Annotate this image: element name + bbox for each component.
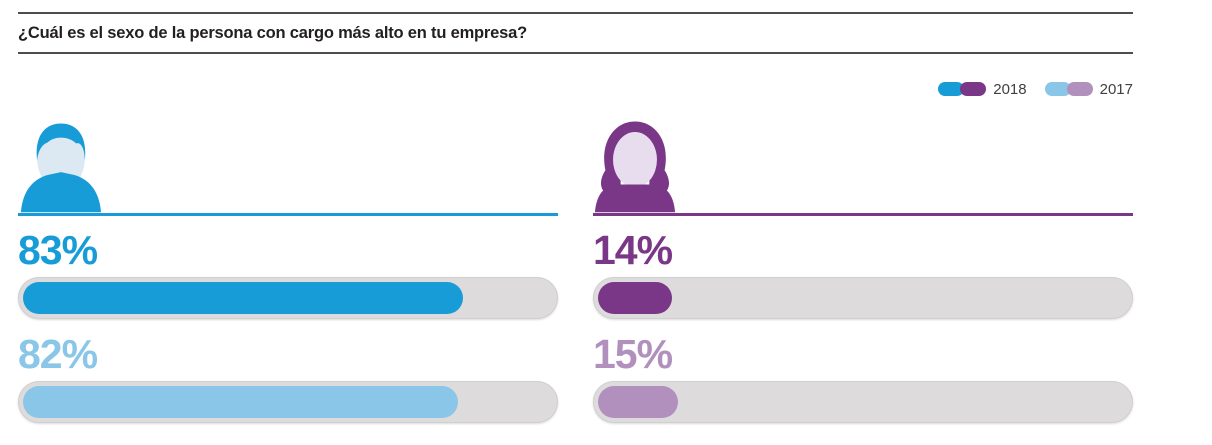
female-2017-bar-fill [598,385,678,418]
chart-columns: 83% 82% 14% 15% [18,97,1133,423]
male-2018-bar-fill [23,281,463,314]
chart-title: ¿Cuál es el sexo de la persona con cargo… [18,24,527,42]
legend-label-2017: 2017 [1099,80,1133,98]
man-icon [20,123,102,213]
male-column: 83% 82% [18,97,558,423]
legend-swatch-2018-blue [938,82,965,96]
female-2017-bar-track [593,380,1133,423]
male-2018-value: 83% [18,227,98,273]
legend-label-2018: 2018 [993,80,1027,98]
legend-swatch-2017-lightpurple [1066,82,1093,96]
title-underline-rule [18,52,1133,54]
female-2018-value: 14% [593,227,673,273]
female-column: 14% 15% [593,97,1133,423]
legend: 2018 2017 [18,80,1133,98]
female-2018-bar-track [593,276,1133,319]
male-2017-value: 82% [18,330,98,377]
legend-item-2018: 2018 [938,80,1027,98]
female-2018-bar-fill [598,281,673,314]
legend-swatch-2017-lightblue [1044,82,1071,96]
female-icon-row [593,114,1133,216]
male-2017-bar-fill [23,385,458,418]
male-icon-row [18,114,558,216]
male-2017-bar-track [18,380,558,423]
legend-item-2017: 2017 [1044,80,1133,98]
legend-swatch-2018-purple [960,82,987,96]
male-2018-bar-track [18,276,558,319]
woman-icon [594,121,676,213]
female-2017-value: 15% [593,330,673,377]
top-rule [18,12,1133,14]
